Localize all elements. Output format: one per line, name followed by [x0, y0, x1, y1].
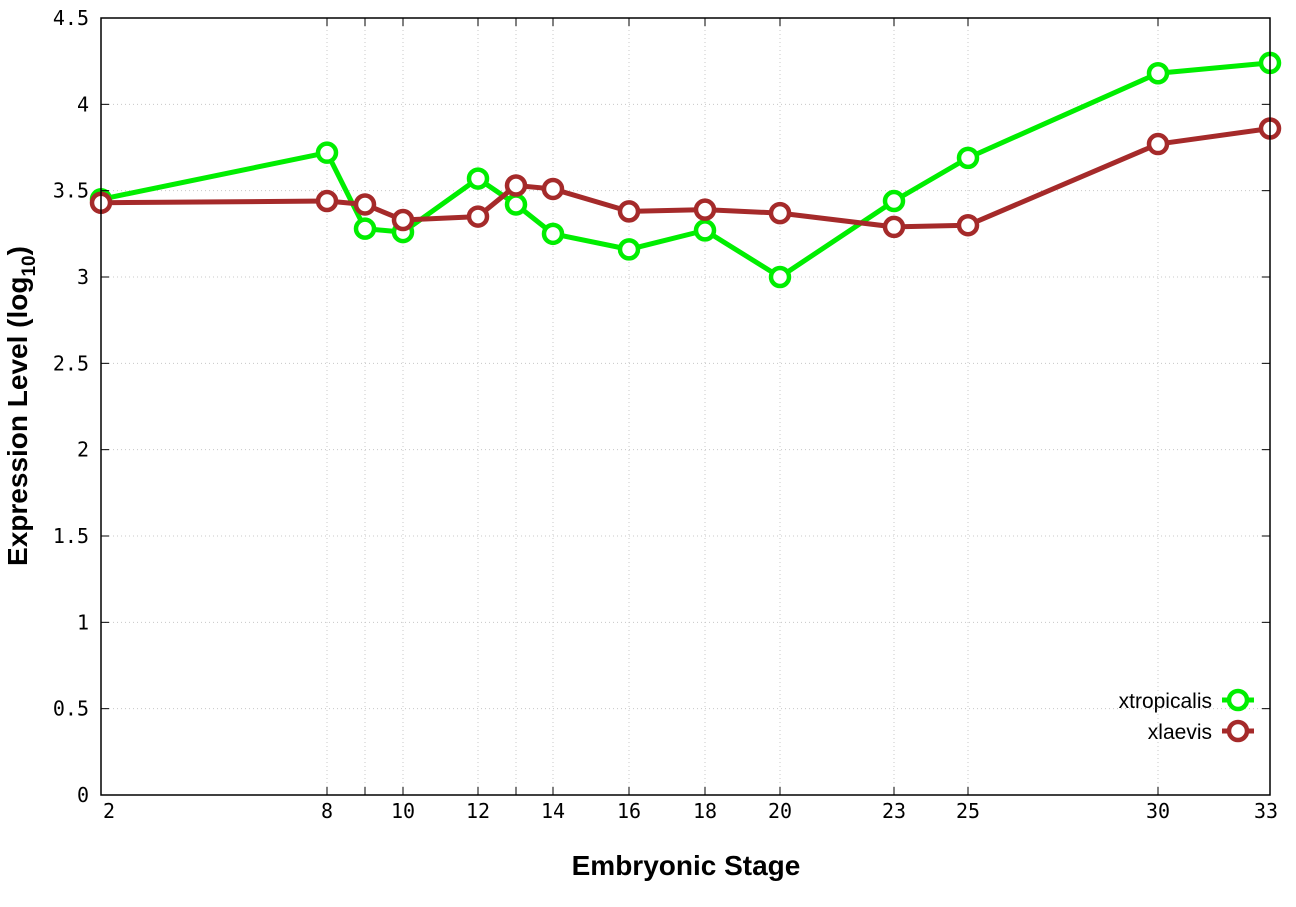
data-point-xtropicalis	[956, 146, 980, 170]
y-axis-title-close: )	[2, 246, 33, 255]
data-point-xtropicalis	[504, 193, 528, 216]
data-point-xlaevis	[504, 174, 528, 197]
y-tick-label: 0	[77, 783, 89, 807]
plot-frame	[100, 17, 1271, 796]
data-point-xlaevis	[617, 200, 641, 223]
x-tick-label: 23	[882, 799, 906, 823]
data-point-xlaevis	[466, 205, 490, 228]
data-point-xlaevis	[353, 193, 377, 216]
x-tick-label: 10	[391, 799, 415, 823]
data-point-xtropicalis	[617, 238, 641, 261]
x-tick-label: 25	[956, 799, 980, 823]
x-tick-label: 30	[1146, 799, 1170, 823]
y-tick-label: 2.5	[53, 351, 89, 375]
data-point-xtropicalis	[768, 265, 792, 289]
x-tick-label: 33	[1254, 799, 1278, 823]
data-point-xlaevis	[1146, 132, 1170, 156]
data-point-xlaevis	[391, 208, 415, 232]
data-point-xtropicalis	[1146, 62, 1170, 85]
series-line-xlaevis	[100, 126, 1271, 230]
y-axis-title-main: Expression Level (log	[2, 277, 33, 566]
axis-ticks	[100, 17, 1271, 796]
data-point-xtropicalis	[466, 167, 490, 190]
y-axis-title: Expression Level (log10)	[2, 246, 40, 566]
data-point-xtropicalis	[353, 217, 377, 240]
x-tick-label: 14	[541, 799, 565, 823]
y-tick-label: 1.5	[53, 524, 89, 548]
data-point-xlaevis	[541, 177, 565, 201]
data-point-xlaevis	[768, 201, 792, 225]
y-tick-label: 1	[77, 610, 89, 634]
data-point-xtropicalis	[315, 141, 339, 164]
x-tick-label: 8	[321, 799, 333, 823]
x-tick-label: 2	[103, 799, 115, 823]
data-point-xtropicalis	[882, 189, 906, 213]
y-tick-label: 0.5	[53, 697, 89, 721]
y-tick-label: 4.5	[53, 6, 89, 30]
legend: xtropicalis xlaevis	[1119, 688, 1254, 744]
y-tick-label: 4	[77, 92, 89, 116]
data-point-xlaevis	[315, 189, 339, 213]
data-point-xtropicalis	[541, 222, 565, 246]
data-point-xlaevis	[693, 198, 717, 221]
data-point-xtropicalis	[693, 219, 717, 242]
legend-label-xtropicalis: xtropicalis	[1119, 690, 1212, 713]
y-tick-label: 2	[77, 438, 89, 462]
grid	[101, 18, 1270, 795]
data-point-xlaevis	[956, 213, 980, 237]
y-axis-title-subscript: 10	[19, 255, 40, 276]
x-axis-title: Embryonic Stage	[572, 850, 801, 881]
legend-label-xlaevis: xlaevis	[1148, 721, 1212, 744]
x-tick-labels: 2 8 10 12 14 16 18 20 23 25 30 33	[103, 799, 1278, 823]
x-tick-label: 16	[617, 799, 641, 823]
series-layer	[89, 51, 1282, 289]
x-tick-label: 18	[693, 799, 717, 823]
legend-swatch-marker-xlaevis	[1226, 719, 1250, 743]
y-tick-label: 3	[77, 265, 89, 289]
data-point-xlaevis	[882, 215, 906, 239]
y-tick-labels: 0 0.5 1 1.5 2 2.5 3 3.5 4 4.5	[53, 6, 89, 807]
x-tick-label: 12	[466, 799, 490, 823]
y-tick-label: 3.5	[53, 179, 89, 203]
legend-swatch-marker-xtropicalis	[1226, 688, 1250, 712]
x-tick-label: 20	[768, 799, 792, 823]
